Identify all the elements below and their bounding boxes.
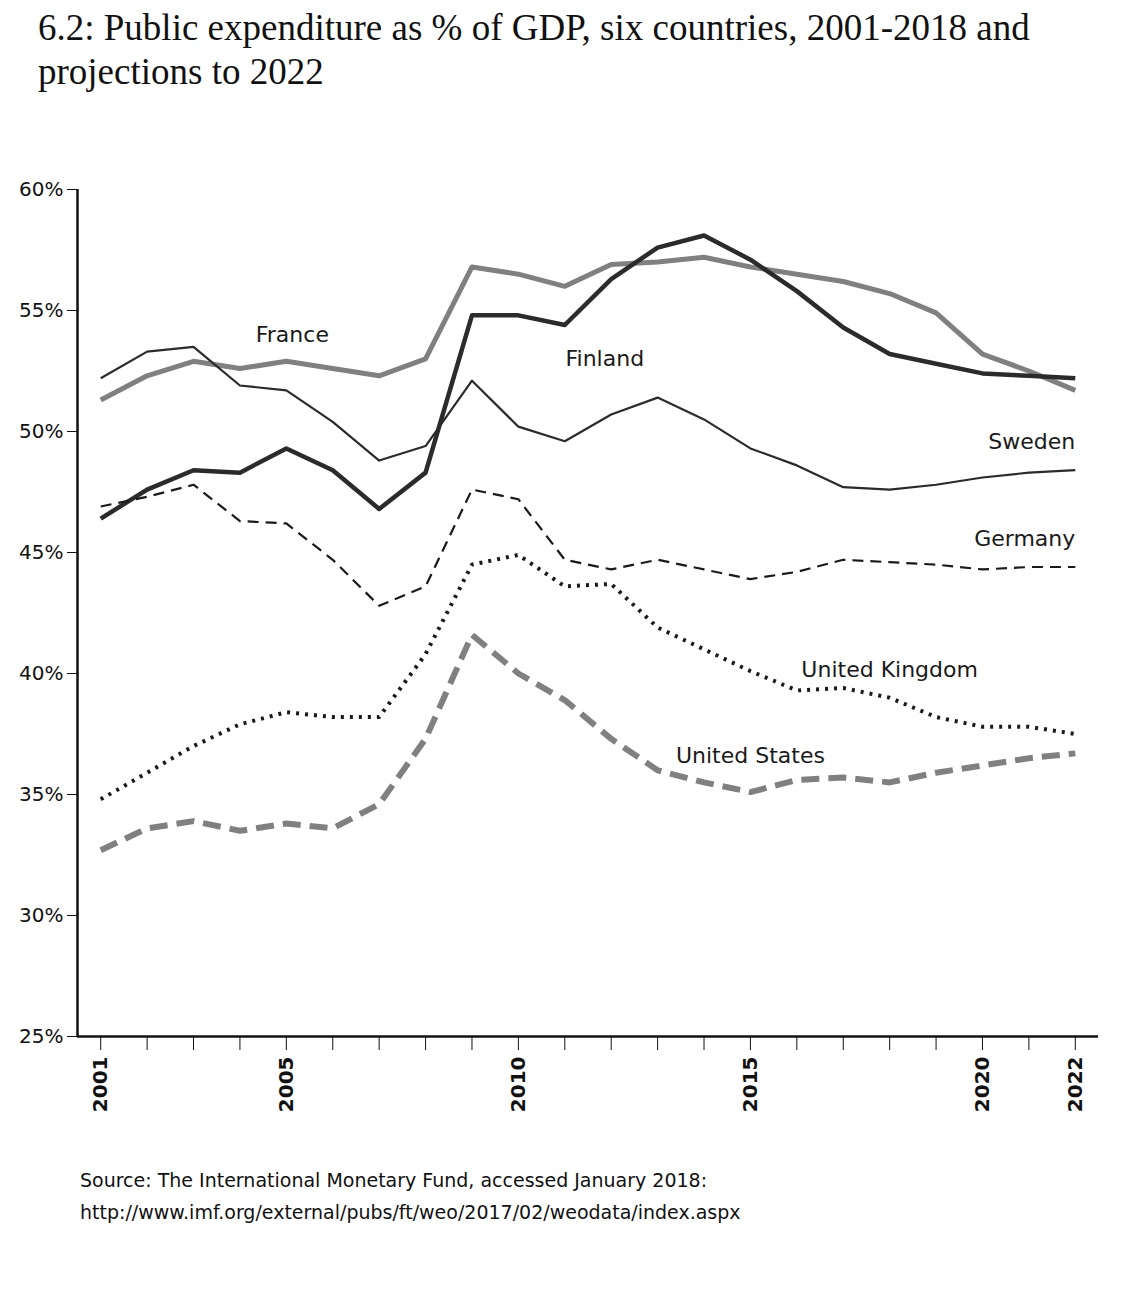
svg-text:25%: 25% <box>19 1024 63 1048</box>
svg-text:60%: 60% <box>19 177 63 201</box>
svg-text:United Kingdom: United Kingdom <box>801 657 978 682</box>
html-text:6.2: Public expenditure as % o: 6.2: Public expenditure as % of GDP, six… <box>38 7 1030 92</box>
html-text:http://www.imf.org/external/pu: http://www.imf.org/external/pubs/ft/weo/… <box>80 1201 741 1223</box>
svg-text:2022: 2022 <box>1063 1057 1087 1113</box>
svg-text:45%: 45% <box>19 540 63 564</box>
svg-text:Germany: Germany <box>974 526 1075 551</box>
svg-text:2010: 2010 <box>506 1057 530 1113</box>
svg-text:30%: 30% <box>19 903 63 927</box>
svg-text:40%: 40% <box>19 661 63 685</box>
svg-text:United States: United States <box>676 743 825 768</box>
svg-text:France: France <box>256 322 329 347</box>
svg-text:Sweden: Sweden <box>988 429 1075 454</box>
svg-text:55%: 55% <box>19 298 63 322</box>
html-text:Source: The International Mone: Source: The International Monetary Fund,… <box>80 1169 708 1191</box>
svg-text:2005: 2005 <box>274 1057 298 1113</box>
svg-text:Finland: Finland <box>565 346 644 371</box>
svg-text:50%: 50% <box>19 419 63 443</box>
svg-text:2015: 2015 <box>738 1057 762 1113</box>
svg-text:2020: 2020 <box>970 1057 994 1113</box>
svg-text:2001: 2001 <box>88 1057 112 1113</box>
svg-text:35%: 35% <box>19 782 63 806</box>
